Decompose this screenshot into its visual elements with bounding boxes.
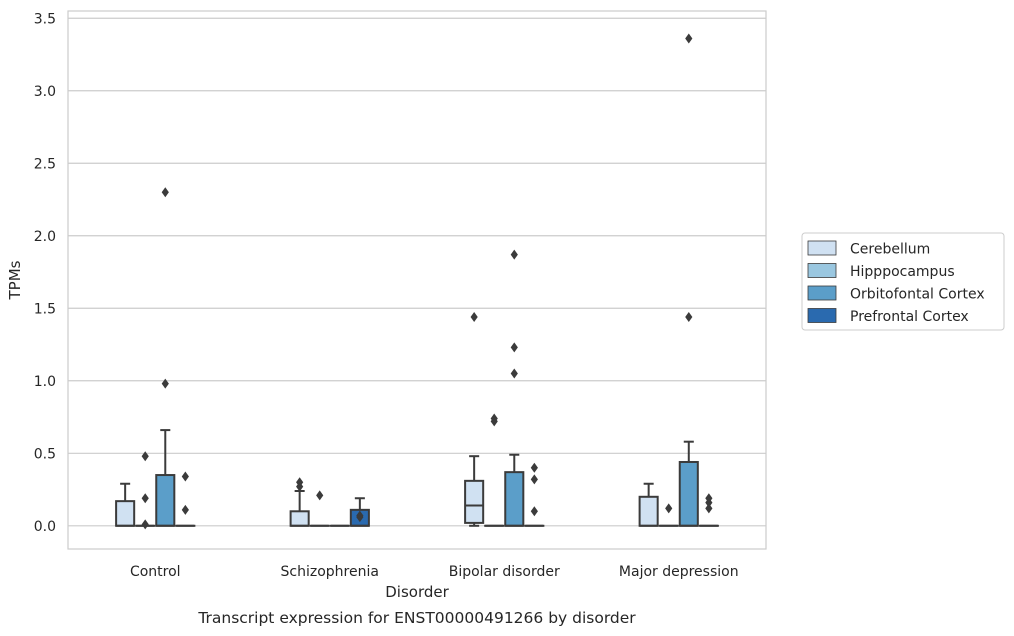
axes-frame bbox=[67, 10, 767, 550]
x-tick-label: Schizophrenia bbox=[281, 564, 379, 580]
chart-caption: Transcript expression for ENST0000049126… bbox=[197, 609, 636, 627]
x-tick-label: Bipolar disorder bbox=[449, 564, 560, 580]
y-tick-label: 3.5 bbox=[34, 11, 56, 27]
outlier-point bbox=[470, 311, 478, 322]
box-cerebellum bbox=[115, 482, 136, 527]
box-body bbox=[155, 474, 176, 527]
box-prefrontal-cortex bbox=[698, 493, 719, 527]
legend-swatch bbox=[807, 308, 837, 323]
box-body bbox=[115, 500, 136, 527]
outlier-point bbox=[141, 493, 149, 504]
outlier-point bbox=[530, 474, 538, 485]
x-tick-label: Major depression bbox=[619, 564, 739, 580]
y-tick-label: 1.0 bbox=[34, 374, 56, 390]
outlier-point bbox=[685, 33, 693, 44]
grid-lines bbox=[68, 17, 766, 527]
box-hipppocampus bbox=[658, 503, 679, 527]
y-tick-label: 2.5 bbox=[34, 156, 56, 172]
outlier-point bbox=[705, 493, 713, 504]
outlier-point bbox=[161, 187, 169, 198]
outlier-point bbox=[181, 471, 189, 482]
y-axis-ticks: 0.0 0.5 1.0 1.5 2.0 2.5 3.0 3.5 bbox=[34, 11, 56, 535]
y-tick-label: 3.0 bbox=[34, 84, 56, 100]
outlier-point bbox=[530, 462, 538, 473]
y-tick-label: 2.0 bbox=[34, 229, 56, 245]
outlier-point bbox=[530, 506, 538, 517]
box-body bbox=[638, 495, 659, 527]
box-hipppocampus bbox=[484, 413, 505, 527]
outlier-point bbox=[665, 503, 673, 514]
outlier-point bbox=[510, 249, 518, 260]
box-hipppocampus bbox=[309, 490, 330, 527]
box-cerebellum bbox=[464, 311, 485, 527]
y-tick-label: 0.5 bbox=[34, 446, 56, 462]
x-axis-label: Disorder bbox=[385, 583, 449, 601]
legend-swatch bbox=[807, 240, 837, 256]
outlier-point bbox=[161, 378, 169, 389]
plot-area bbox=[115, 33, 719, 530]
legend-label: Prefrontal Cortex bbox=[850, 309, 969, 325]
outlier-point bbox=[705, 503, 713, 514]
outlier-point bbox=[685, 311, 693, 322]
outlier-point bbox=[356, 510, 364, 521]
box-cerebellum bbox=[289, 477, 310, 527]
legend-label: Hipppocampus bbox=[850, 264, 955, 280]
box-orbitofontal-cortex bbox=[504, 249, 525, 527]
y-axis-label: TPMs bbox=[6, 260, 24, 300]
outlier-point bbox=[316, 490, 324, 501]
legend: Cerebellum Hipppocampus Orbitofontal Corte… bbox=[801, 232, 1005, 331]
box-body bbox=[464, 479, 485, 524]
box-body bbox=[289, 510, 310, 527]
box-hipppocampus bbox=[135, 451, 156, 530]
box-orbitofontal-cortex bbox=[678, 33, 699, 527]
outlier-point bbox=[490, 413, 498, 424]
outlier-point bbox=[141, 519, 149, 530]
legend-swatch bbox=[807, 285, 837, 301]
legend-frame bbox=[801, 232, 1005, 331]
box-body bbox=[678, 460, 699, 527]
box-body bbox=[504, 471, 525, 527]
legend-swatch bbox=[807, 263, 837, 278]
outlier-point bbox=[510, 368, 518, 379]
outlier-point bbox=[141, 451, 149, 462]
outlier-point bbox=[296, 477, 304, 488]
y-tick-label: 1.5 bbox=[34, 301, 56, 317]
outlier-point bbox=[181, 504, 189, 515]
box-cerebellum bbox=[638, 482, 659, 527]
box-prefrontal-cortex bbox=[524, 462, 545, 527]
legend-label: Orbitofontal Cortex bbox=[850, 287, 985, 303]
box-prefrontal-cortex bbox=[175, 471, 196, 527]
outlier-point bbox=[510, 342, 518, 353]
x-tick-label: Control bbox=[130, 564, 181, 580]
x-axis-ticks: Control Schizophrenia Bipolar disorder Majo… bbox=[130, 564, 739, 580]
y-tick-label: 0.0 bbox=[34, 519, 56, 535]
legend-label: Cerebellum bbox=[850, 242, 930, 258]
box-orbitofontal-cortex bbox=[155, 187, 176, 527]
box-prefrontal-cortex bbox=[349, 497, 370, 527]
